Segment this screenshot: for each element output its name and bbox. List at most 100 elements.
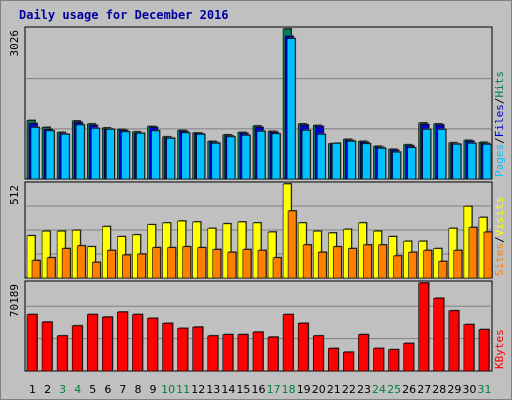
kbytes-bar — [343, 351, 354, 372]
sites-bar — [408, 251, 417, 279]
legend-entry-pages: Pages — [493, 144, 506, 177]
kbytes-bar — [282, 314, 294, 372]
x-tick-label: 15 — [236, 383, 250, 396]
pages-bar — [362, 143, 371, 180]
kbytes-bar — [56, 335, 68, 372]
pages-bar — [256, 131, 266, 180]
legend-separator: / — [493, 137, 506, 144]
sites-bar — [438, 261, 448, 279]
sites-bar — [197, 247, 207, 279]
sites-bar — [287, 210, 297, 279]
pages-bar — [437, 129, 447, 180]
pages-bar — [196, 134, 206, 180]
kbytes-bar — [252, 331, 264, 372]
kbytes-bar — [41, 321, 53, 372]
x-tick-label: 30 — [462, 383, 476, 396]
x-tick-label: 21 — [327, 383, 341, 396]
x-tick-label: 29 — [447, 383, 461, 396]
pages-bar — [121, 131, 130, 180]
x-tick-label: 25 — [387, 383, 401, 396]
visits-bar — [26, 235, 36, 279]
x-tick-label: 11 — [176, 383, 190, 396]
sites-bar — [393, 255, 402, 279]
sites-bar — [423, 250, 432, 279]
sites-bar — [468, 227, 478, 279]
kbytes-bar — [132, 314, 143, 372]
sites-bar — [483, 231, 493, 279]
kbytes-bar — [222, 334, 234, 372]
sites-bar — [107, 250, 116, 279]
pages-bar — [60, 134, 70, 180]
sites-bar — [137, 253, 146, 279]
sites-bar — [227, 251, 237, 279]
sites-bar — [302, 244, 312, 279]
pages-bar — [407, 147, 416, 180]
x-tick-label: 18 — [282, 383, 296, 396]
kbytes-bar — [86, 314, 98, 372]
x-tick-label: 14 — [221, 383, 235, 396]
sites-bar — [378, 244, 387, 279]
x-tick-label: 31 — [477, 383, 491, 396]
pages-bar — [30, 127, 40, 180]
visits-bar — [222, 223, 232, 279]
legend-entry-hits: Hits — [493, 71, 506, 98]
x-tick-label: 28 — [432, 383, 446, 396]
pages-bar — [377, 147, 386, 180]
pages-bar — [181, 132, 190, 180]
x-tick-label: 12 — [191, 383, 205, 396]
kbytes-bar — [237, 334, 249, 372]
pages-bar — [286, 38, 296, 180]
x-tick-label: 5 — [89, 383, 96, 396]
pages-bar — [482, 144, 492, 180]
pages-bar — [452, 144, 462, 180]
sites-bar — [212, 249, 222, 279]
kbytes-bar — [71, 325, 83, 372]
visits-bar — [267, 231, 277, 279]
kbytes-bar — [403, 343, 414, 372]
y-max-label: 512 — [8, 185, 21, 205]
sites-bar — [363, 244, 372, 279]
kbytes-bar — [312, 335, 324, 372]
sites-bar — [61, 248, 71, 279]
kbytes-bar — [388, 349, 399, 372]
legend-entry-kbytes: KBytes — [493, 329, 506, 369]
kbytes-bar — [177, 328, 188, 372]
pages-bar — [151, 130, 160, 180]
pages-bar — [347, 141, 356, 180]
x-tick-label: 22 — [342, 383, 356, 396]
pages-bar — [166, 138, 175, 180]
chart-title: Daily usage for December 2016 — [19, 8, 229, 22]
sites-bar — [242, 249, 252, 279]
sites-bar — [453, 250, 463, 279]
pages-bar — [90, 128, 100, 180]
sites-bar — [257, 250, 267, 279]
kbytes-bar — [297, 323, 309, 372]
pages-bar — [422, 129, 431, 180]
sites-bar — [272, 257, 282, 279]
pages-bar — [241, 135, 251, 180]
kbytes-bar — [448, 310, 460, 372]
x-tick-label: 23 — [357, 383, 371, 396]
legend: KBytes — [493, 329, 506, 369]
x-tick-label: 13 — [206, 383, 220, 396]
y-max-label: 3026 — [8, 30, 21, 57]
pages-bar — [301, 130, 311, 180]
pages-bar — [331, 143, 341, 180]
legend-entry-files: Files — [493, 104, 506, 137]
pages-bar — [271, 133, 281, 180]
sites-bar — [167, 247, 176, 279]
sites-bar — [91, 262, 101, 279]
kbytes-bar — [463, 324, 475, 372]
kbytes-bar — [358, 334, 369, 372]
x-tick-label: 2 — [44, 383, 51, 396]
x-tick-label: 24 — [372, 383, 386, 396]
sites-bar — [122, 254, 131, 279]
y-max-label: 70189 — [8, 284, 21, 317]
sites-bar — [76, 245, 86, 279]
x-tick-label: 27 — [417, 383, 431, 396]
sites-bar — [317, 251, 327, 279]
x-tick-label: 20 — [312, 383, 326, 396]
legend-separator: / — [493, 98, 506, 105]
pages-bar — [392, 151, 401, 180]
